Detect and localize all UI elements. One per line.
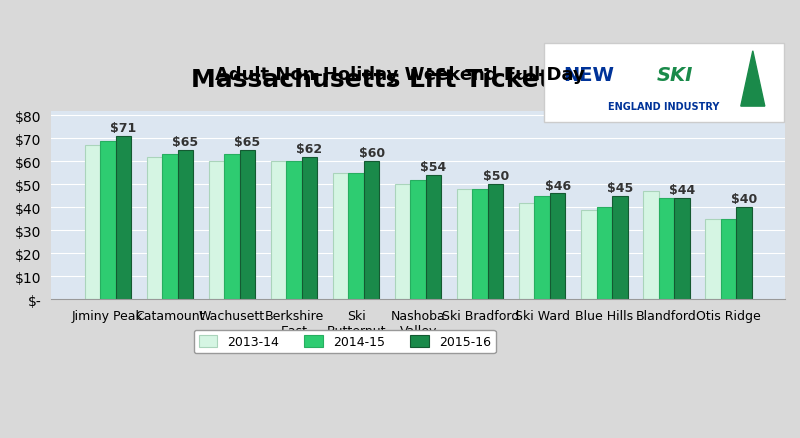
Bar (116, 137, 131, 300)
Bar (550, 194, 566, 300)
Title: Massachusetts Lift Ticket Prices: Massachusetts Lift Ticket Prices (191, 67, 646, 92)
Bar (178, 150, 193, 300)
Bar (519, 203, 534, 300)
Bar (581, 210, 597, 300)
Bar (240, 150, 255, 300)
Bar (209, 162, 224, 300)
Text: $46: $46 (545, 179, 570, 192)
FancyBboxPatch shape (544, 44, 784, 123)
Bar (410, 180, 426, 300)
Bar (395, 185, 410, 300)
Bar (736, 208, 752, 300)
Bar (488, 185, 503, 300)
Text: $44: $44 (669, 184, 695, 197)
Bar (612, 196, 627, 300)
Text: ENGLAND INDUSTRY: ENGLAND INDUSTRY (608, 102, 720, 112)
Text: $65: $65 (172, 136, 198, 148)
Bar (302, 157, 318, 300)
Bar (364, 162, 379, 300)
Bar (333, 173, 348, 300)
Text: Adult Non-Holiday Weekend Full Day: Adult Non-Holiday Weekend Full Day (215, 65, 585, 84)
Bar (348, 173, 364, 300)
Polygon shape (741, 52, 765, 107)
Text: $50: $50 (482, 170, 509, 183)
Bar (674, 198, 690, 300)
Bar (457, 189, 473, 300)
Bar (721, 219, 736, 300)
Legend: 2013-14, 2014-15, 2015-16: 2013-14, 2014-15, 2015-16 (194, 330, 496, 353)
Bar (426, 176, 442, 300)
Bar (146, 157, 162, 300)
Bar (224, 155, 240, 300)
Text: $71: $71 (110, 122, 137, 135)
Bar (270, 162, 286, 300)
Text: $45: $45 (606, 181, 633, 194)
Bar (286, 162, 302, 300)
Bar (100, 141, 116, 300)
Text: $65: $65 (234, 136, 261, 148)
Bar (705, 219, 721, 300)
Bar (162, 155, 178, 300)
Text: NEW: NEW (563, 66, 614, 85)
Text: $62: $62 (297, 142, 322, 155)
Bar (658, 198, 674, 300)
Bar (597, 208, 612, 300)
Bar (473, 189, 488, 300)
Bar (643, 192, 658, 300)
Text: $54: $54 (421, 161, 446, 174)
Text: $60: $60 (358, 147, 385, 160)
Bar (534, 196, 550, 300)
Text: $40: $40 (730, 193, 757, 206)
Bar (85, 146, 100, 300)
Text: SKI: SKI (657, 66, 693, 85)
